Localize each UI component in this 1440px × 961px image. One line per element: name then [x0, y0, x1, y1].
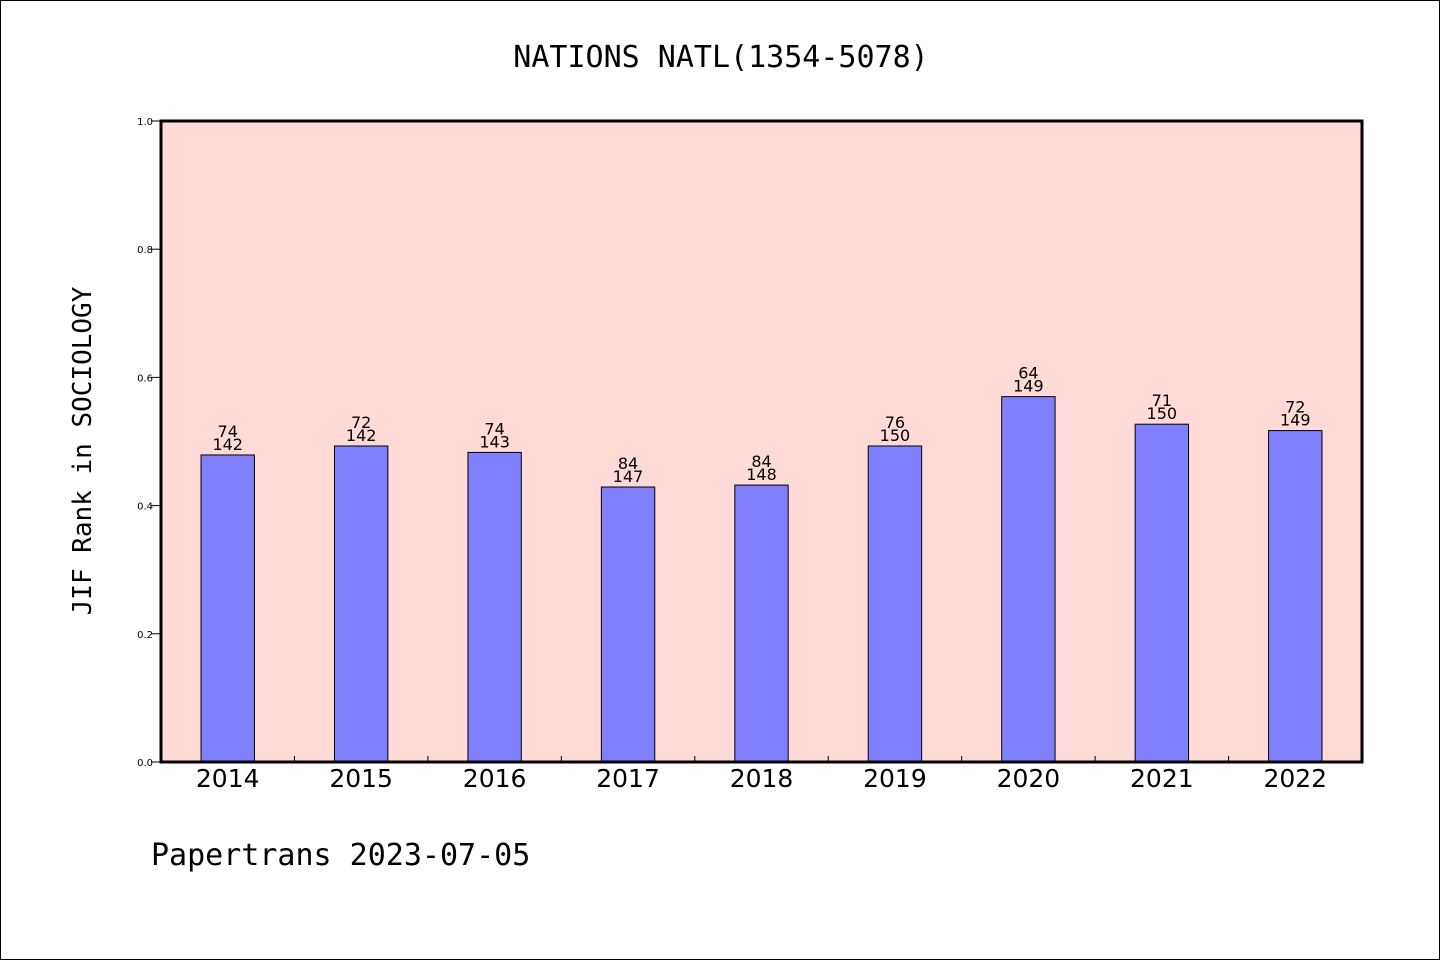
- bar-label-rank: 74: [484, 419, 504, 438]
- chart-title: NATIONS NATL(1354-5078): [513, 40, 928, 75]
- bar-label-rank: 74: [218, 422, 238, 441]
- bar-label-rank: 72: [351, 413, 371, 432]
- x-tick-label: 2019: [863, 764, 927, 793]
- footer-credit: Papertrans 2023-07-05: [151, 838, 530, 873]
- x-axis-ticks: 2014 2015 2016 2017 2018 2019 2020 2021 2022: [196, 756, 1327, 793]
- bar-label-total: 148: [746, 465, 777, 484]
- y-tick-label: 1.0: [137, 117, 153, 128]
- bar-label-total: 149: [1013, 377, 1044, 396]
- bar-label-rank: 64: [1018, 364, 1038, 383]
- bar-label-total: 147: [613, 467, 644, 486]
- bar-2015: [333, 445, 389, 763]
- bar-2016: [467, 451, 522, 763]
- plot-border: [159, 119, 1364, 764]
- x-tick-label: 2015: [329, 764, 393, 793]
- x-tick-label: 2014: [196, 764, 260, 793]
- bar-label-rank: 84: [618, 454, 638, 473]
- bar-2014: [200, 454, 255, 763]
- bar-label-rank: 72: [1285, 398, 1305, 417]
- x-tick-label: 2016: [463, 764, 527, 793]
- bar-2019: [867, 445, 923, 763]
- y-tick-label: 0.8: [137, 245, 153, 256]
- bar-2021: [1134, 423, 1190, 763]
- bar-label-total: 142: [212, 435, 243, 454]
- y-tick-label: 0.0: [137, 758, 153, 769]
- bar-label-total: 149: [1280, 411, 1311, 430]
- bar-2022: [1268, 430, 1323, 763]
- bar-2020: [1001, 396, 1056, 763]
- bar-label-total: 142: [346, 426, 377, 445]
- bar-2018: [734, 484, 789, 763]
- bar-label-total: 150: [880, 426, 911, 445]
- bar-2017: [600, 486, 656, 763]
- bar-label-rank: 84: [751, 452, 771, 471]
- y-tick-label: 0.4: [137, 502, 153, 513]
- y-axis-ticks: 0.0 0.2 0.4 0.6 0.8 1.0: [137, 117, 161, 769]
- bar-label-rank: 76: [885, 413, 905, 432]
- bar-label-total: 143: [479, 432, 510, 451]
- y-tick-label: 0.6: [137, 373, 153, 384]
- x-tick-label: 2021: [1130, 764, 1194, 793]
- y-tick-label: 0.2: [137, 630, 153, 641]
- x-tick-label: 2017: [596, 764, 660, 793]
- x-tick-label: 2020: [997, 764, 1061, 793]
- bar-label-total: 150: [1147, 404, 1178, 423]
- x-tick-label: 2022: [1263, 764, 1327, 793]
- y-axis-label: JIF Rank in SOCIOLOGY: [68, 286, 98, 615]
- x-tick-label: 2018: [730, 764, 794, 793]
- bar-label-rank: 71: [1152, 391, 1172, 410]
